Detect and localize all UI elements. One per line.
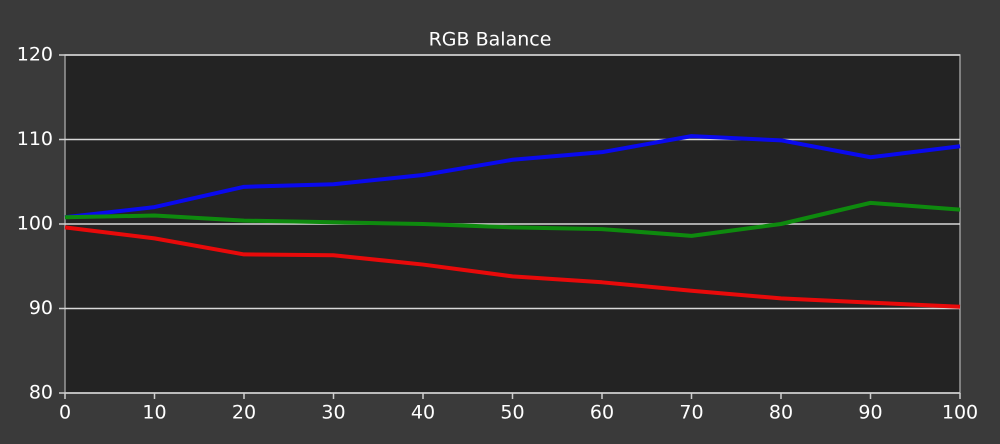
x-tick-label: 100 <box>942 402 978 424</box>
x-tick-label: 40 <box>411 402 435 424</box>
series-line <box>64 200 961 238</box>
x-tick-label: 50 <box>500 402 524 424</box>
y-tick-label: 120 <box>17 44 53 66</box>
x-tick-label: 60 <box>590 402 614 424</box>
chart-title: RGB Balance <box>429 29 552 51</box>
y-tick-label: 80 <box>29 382 53 404</box>
series-line <box>64 225 961 309</box>
y-tick-label: 110 <box>17 128 53 150</box>
x-tick-label: 30 <box>321 402 345 424</box>
x-tick-label: 0 <box>59 402 71 424</box>
y-tick-label: 100 <box>17 213 53 235</box>
y-tick-label: 90 <box>29 297 53 319</box>
series-line <box>64 134 961 220</box>
x-tick-label: 90 <box>858 402 882 424</box>
x-tick-label: 70 <box>679 402 703 424</box>
x-tick-label: 20 <box>232 402 256 424</box>
x-tick-label: 10 <box>142 402 166 424</box>
x-tick-label: 80 <box>769 402 793 424</box>
